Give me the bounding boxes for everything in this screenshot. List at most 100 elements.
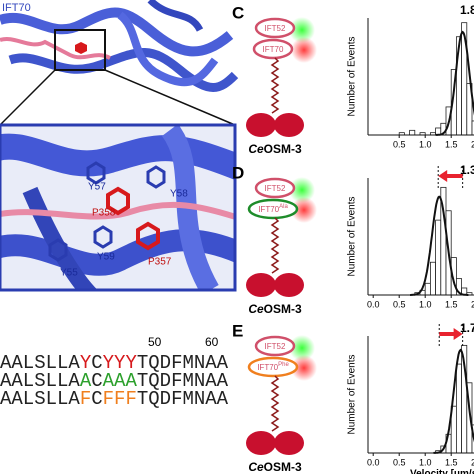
ift52-label: IFT52	[265, 342, 286, 351]
bar	[455, 363, 462, 454]
chain-label: IFT70	[2, 2, 31, 14]
x-tick-label: 0.5	[393, 457, 406, 467]
helix	[147, 0, 204, 32]
mean-label: 1.8	[460, 3, 474, 17]
sequence-row: AALSLLAYCYYYTQDFMNAA	[0, 352, 229, 374]
residue-label: Y58	[170, 189, 188, 200]
ift70-label: IFT70Phe	[257, 362, 289, 373]
sequence-row: AALSLLAACAAATQDFMNAA	[0, 370, 229, 392]
position-label: 60	[205, 335, 219, 349]
motor-species: Ce	[248, 460, 264, 474]
ift70-variant: Ala	[279, 204, 288, 210]
residue-segment: AALSLLA	[0, 352, 80, 374]
fit-curve	[435, 30, 474, 136]
x-axis-label: Velocity [μm/s]	[410, 469, 474, 474]
bar	[409, 129, 416, 136]
motor-head	[246, 273, 276, 297]
red-glow	[291, 197, 317, 223]
motor-label: CeOSM-3	[248, 142, 302, 156]
shift-arrowhead	[438, 170, 448, 182]
ift52	[254, 17, 296, 39]
y-axis-label: Number of Events	[347, 36, 358, 116]
motor-head	[274, 113, 304, 137]
residue-segment: C	[91, 352, 102, 374]
ift70-variant: Phe	[278, 362, 289, 368]
shift-arrowhead	[453, 328, 463, 340]
residue-segment: AALSLLA	[0, 370, 80, 392]
x-tick-label: 1.5	[445, 457, 458, 467]
coiled-coil	[270, 57, 280, 114]
motor-species: Ce	[248, 142, 264, 156]
helix	[0, 7, 234, 57]
x-tick-label: 2.0	[471, 457, 474, 467]
motor-species: Ce	[248, 302, 264, 316]
structure-overview: IFT70	[0, 0, 239, 126]
motor-name: OSM-3	[264, 302, 302, 316]
zoom-line	[104, 69, 236, 126]
residue-segment: C	[91, 388, 102, 410]
zoom-line	[0, 69, 56, 126]
x-tick-label: 0.5	[393, 139, 406, 149]
inset-frame	[0, 123, 237, 292]
residue-label: P357	[148, 257, 172, 268]
motor-label: CeOSM-3	[248, 460, 302, 474]
x-tick-label: 1.5	[445, 139, 458, 149]
x-tick-label: 0.0	[367, 457, 380, 467]
residue-label: Y59	[97, 252, 115, 263]
position-label: 50	[148, 335, 162, 349]
x-tick-label: 2.0	[471, 139, 474, 149]
mean-label: 1.3	[460, 163, 474, 177]
residue-segment: F	[80, 388, 91, 410]
x-tick-label: 1.0	[419, 139, 432, 149]
red-glow	[291, 355, 317, 381]
red-glow	[291, 37, 317, 63]
ift70	[247, 356, 299, 378]
ift52-label: IFT52	[265, 24, 286, 33]
bar	[471, 120, 474, 136]
ift70-label: IFT70	[263, 45, 284, 54]
residue-segment: AALSLLA	[0, 388, 80, 410]
y-axis-label: Number of Events	[347, 196, 358, 276]
helix	[117, 11, 219, 87]
bar	[429, 261, 436, 296]
motor-name: OSM-3	[264, 142, 302, 156]
structure-inset	[0, 125, 235, 290]
ift70	[252, 38, 294, 60]
coiled-coil	[270, 217, 280, 274]
bar	[471, 424, 474, 454]
ift52	[254, 177, 296, 199]
panel-label: D	[232, 163, 244, 182]
residue	[75, 42, 87, 54]
ift70	[247, 198, 299, 220]
ift52	[254, 335, 296, 357]
motor-head	[274, 273, 304, 297]
residue-label: Y57	[88, 182, 106, 193]
alignment: 50 60	[148, 335, 219, 349]
fit-curve	[433, 348, 474, 454]
residue-segment: TQDFMNAA	[137, 388, 229, 410]
x-tick-label: 0.5	[393, 299, 406, 309]
motor-head	[246, 113, 276, 137]
green-glow	[289, 335, 315, 361]
bar	[424, 282, 431, 296]
x-tick-label: 1.0	[419, 457, 432, 467]
ift70-name: IFT70	[263, 45, 284, 54]
x-tick-label: 1.5	[445, 299, 458, 309]
residue-segment: FFF	[103, 388, 137, 410]
residue-segment: TQDFMNAA	[137, 352, 229, 374]
mean-label: 1.7	[460, 321, 474, 335]
ift70-name: IFT70	[258, 205, 279, 214]
residue-segment: A	[80, 370, 92, 392]
x-tick-label: 0.0	[367, 299, 380, 309]
residue-segment: YYY	[103, 352, 138, 374]
sequence-row: AALSLLAFCFFFTQDFMNAA	[0, 388, 229, 410]
residue-segment: Y	[80, 352, 92, 374]
ift52-label: IFT52	[265, 184, 286, 193]
residue-segment: C	[91, 370, 102, 392]
motor-name: OSM-3	[264, 460, 302, 474]
panel-label: E	[232, 321, 243, 340]
zoom-box	[54, 29, 106, 71]
residue-segment: AAA	[103, 370, 138, 392]
motor-label: CeOSM-3	[248, 302, 302, 316]
